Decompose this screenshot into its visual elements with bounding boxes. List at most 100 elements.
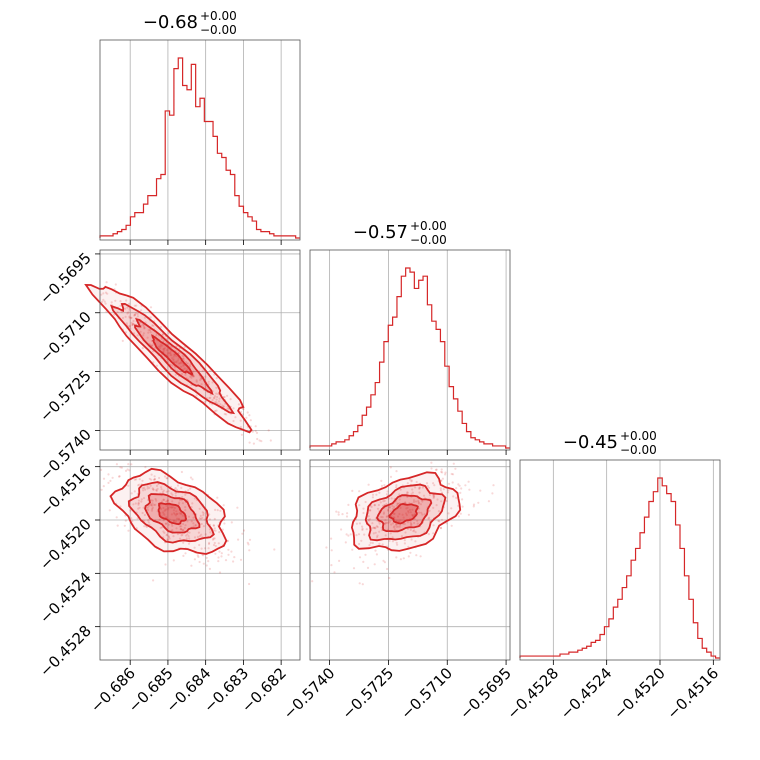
scatter-point bbox=[158, 518, 161, 521]
scatter-point bbox=[144, 466, 147, 469]
scatter-point bbox=[227, 553, 230, 556]
scatter-point bbox=[430, 461, 433, 464]
scatter-point bbox=[242, 529, 246, 532]
scatter-point bbox=[383, 484, 386, 487]
scatter-point bbox=[432, 495, 435, 498]
scatter-point bbox=[154, 503, 157, 506]
scatter-point bbox=[468, 488, 471, 491]
scatter-point bbox=[451, 481, 454, 484]
scatter-point bbox=[247, 543, 250, 546]
scatter-point bbox=[355, 534, 358, 537]
scatter-point bbox=[123, 524, 126, 527]
title-value: −0.57 bbox=[353, 222, 408, 243]
scatter-point bbox=[149, 484, 152, 487]
scatter-point bbox=[395, 541, 398, 544]
scatter-point bbox=[152, 324, 155, 327]
scatter-point bbox=[430, 467, 433, 470]
scatter-point bbox=[409, 522, 413, 525]
scatter-point bbox=[120, 310, 123, 314]
scatter-point bbox=[388, 539, 391, 543]
scatter-point bbox=[151, 504, 154, 507]
scatter-point bbox=[102, 485, 105, 488]
scatter-point bbox=[236, 506, 239, 509]
scatter-point bbox=[214, 552, 217, 555]
scatter-point bbox=[161, 344, 164, 347]
scatter-point bbox=[215, 398, 218, 401]
scatter-point bbox=[406, 506, 409, 509]
scatter-point bbox=[380, 484, 384, 487]
scatter-point bbox=[491, 492, 494, 495]
scatter-point bbox=[440, 470, 443, 473]
scatter-point bbox=[373, 504, 376, 507]
scatter-point bbox=[427, 533, 430, 536]
scatter-point bbox=[187, 515, 191, 518]
scatter-point bbox=[205, 564, 208, 567]
scatter-point bbox=[168, 506, 171, 509]
scatter-point bbox=[171, 500, 174, 503]
scatter-point bbox=[375, 553, 378, 556]
scatter-point bbox=[362, 507, 365, 510]
scatter-point bbox=[105, 281, 108, 284]
scatter-point bbox=[428, 516, 431, 519]
scatter-point bbox=[269, 439, 272, 442]
scatter-point bbox=[172, 519, 175, 522]
scatter-point bbox=[191, 502, 194, 505]
panel-frame bbox=[99, 39, 301, 241]
scatter-point bbox=[172, 358, 175, 361]
scatter-point bbox=[172, 511, 176, 515]
scatter-point bbox=[100, 300, 104, 303]
scatter-point bbox=[441, 471, 444, 474]
scatter-point bbox=[179, 512, 182, 515]
scatter-point bbox=[260, 440, 263, 443]
scatter-point bbox=[413, 529, 416, 532]
scatter-point bbox=[141, 347, 144, 350]
scatter-point bbox=[217, 560, 220, 563]
scatter-point bbox=[171, 364, 174, 367]
scatter-point bbox=[445, 522, 448, 525]
scatter-point bbox=[192, 516, 195, 519]
scatter-point bbox=[130, 316, 133, 319]
scatter-point bbox=[371, 493, 375, 496]
scatter-point bbox=[150, 478, 153, 481]
scatter-point bbox=[182, 529, 185, 532]
scatter-point bbox=[367, 518, 370, 521]
scatter-point bbox=[180, 365, 183, 368]
scatter-point bbox=[181, 502, 184, 505]
scatter-point bbox=[142, 497, 146, 500]
scatter-point bbox=[233, 556, 236, 559]
scatter-point bbox=[458, 484, 461, 487]
scatter-point bbox=[143, 486, 146, 489]
scatter-point bbox=[174, 492, 177, 495]
scatter-point bbox=[164, 522, 167, 525]
scatter-point bbox=[479, 489, 482, 492]
scatter-point bbox=[180, 470, 183, 474]
scatter-point bbox=[166, 499, 169, 502]
scatter-point bbox=[408, 478, 411, 481]
scatter-point bbox=[172, 355, 175, 358]
scatter-point bbox=[106, 292, 109, 295]
scatter-point bbox=[421, 500, 424, 503]
scatter-point bbox=[178, 537, 182, 540]
scatter-point bbox=[132, 503, 135, 506]
scatter-point bbox=[150, 509, 154, 512]
scatter-point bbox=[165, 477, 168, 480]
scatter-point bbox=[160, 488, 163, 491]
scatter-point bbox=[162, 506, 165, 510]
scatter-point bbox=[415, 480, 418, 484]
scatter-point bbox=[391, 507, 394, 510]
scatter-point bbox=[168, 518, 171, 521]
scatter-point bbox=[330, 564, 333, 567]
scatter-point bbox=[176, 517, 179, 520]
scatter-point bbox=[128, 316, 131, 319]
scatter-point bbox=[207, 383, 210, 386]
scatter-point bbox=[376, 525, 379, 529]
scatter-point bbox=[407, 511, 410, 514]
scatter-point bbox=[167, 523, 170, 526]
scatter-point bbox=[375, 525, 378, 528]
scatter-point bbox=[162, 498, 165, 501]
scatter-point bbox=[388, 506, 391, 509]
scatter-point bbox=[393, 528, 396, 531]
scatter-point bbox=[150, 499, 153, 502]
scatter-point bbox=[201, 369, 204, 372]
scatter-point bbox=[179, 527, 183, 531]
